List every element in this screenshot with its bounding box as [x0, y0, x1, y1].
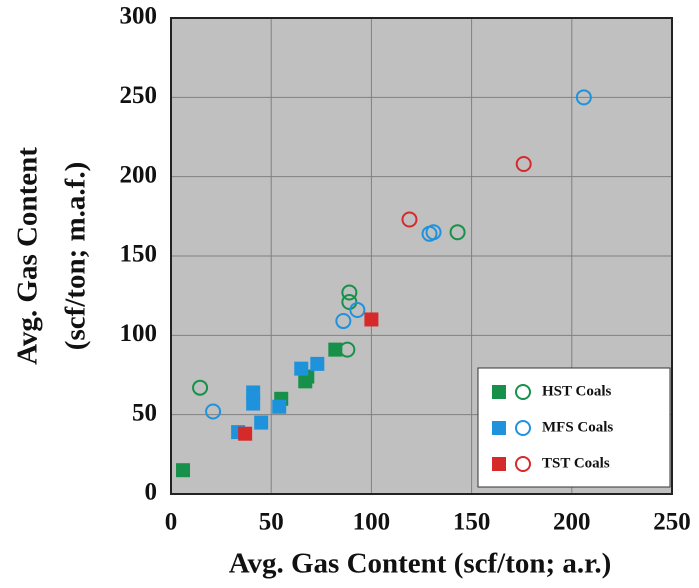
- legend-square: [492, 457, 506, 471]
- circle-marker: [401, 211, 418, 228]
- square-marker: [310, 356, 325, 371]
- y-tick-label: 0: [145, 479, 158, 506]
- y-tick-label: 200: [120, 161, 158, 188]
- y-tick-label: 50: [132, 399, 157, 426]
- circle-marker: [349, 301, 366, 318]
- square-marker: [254, 415, 269, 430]
- x-tick-label: 150: [453, 509, 491, 536]
- square-marker: [294, 361, 309, 376]
- square-marker: [328, 342, 343, 357]
- legend-square: [492, 421, 506, 435]
- plot-border: [170, 17, 673, 495]
- y-tick-label: 150: [120, 241, 158, 268]
- square-marker: [246, 396, 261, 411]
- y-tick-label: 100: [120, 320, 158, 347]
- legend-circle: [515, 456, 531, 472]
- legend-label: MFS Coals: [542, 419, 613, 435]
- y-tick-label: 300: [120, 3, 158, 30]
- circle-marker: [341, 284, 358, 301]
- x-axis-label: Avg. Gas Content (scf/ton; a.r.): [229, 548, 612, 580]
- circle-marker: [205, 403, 222, 420]
- square-marker: [176, 463, 191, 478]
- legend-label: TST Coals: [542, 455, 610, 471]
- circle-marker: [192, 379, 209, 396]
- y-axis-label: Avg. Gas Content: [12, 147, 44, 365]
- legend-square: [492, 385, 506, 399]
- square-marker: [272, 399, 287, 414]
- circle-marker: [449, 224, 466, 241]
- circle-marker: [425, 224, 442, 241]
- x-tick-label: 50: [259, 509, 284, 536]
- legend-circle: [515, 420, 531, 436]
- circle-marker: [575, 89, 592, 106]
- square-marker: [246, 385, 261, 400]
- x-tick-label: 0: [165, 509, 178, 536]
- square-marker: [238, 426, 253, 441]
- y-axis-label: (scf/ton; m.a.f.): [60, 162, 92, 350]
- circle-marker: [515, 155, 532, 172]
- y-tick-label: 250: [120, 82, 158, 109]
- square-marker: [364, 312, 379, 327]
- x-tick-label: 200: [553, 509, 591, 536]
- circle-marker: [339, 341, 356, 358]
- legend-circle: [515, 384, 531, 400]
- x-tick-label: 100: [353, 509, 391, 536]
- x-tick-label: 250: [653, 509, 691, 536]
- legend-box: [477, 367, 671, 488]
- legend-label: HST Coals: [542, 383, 611, 399]
- circle-marker: [335, 313, 352, 330]
